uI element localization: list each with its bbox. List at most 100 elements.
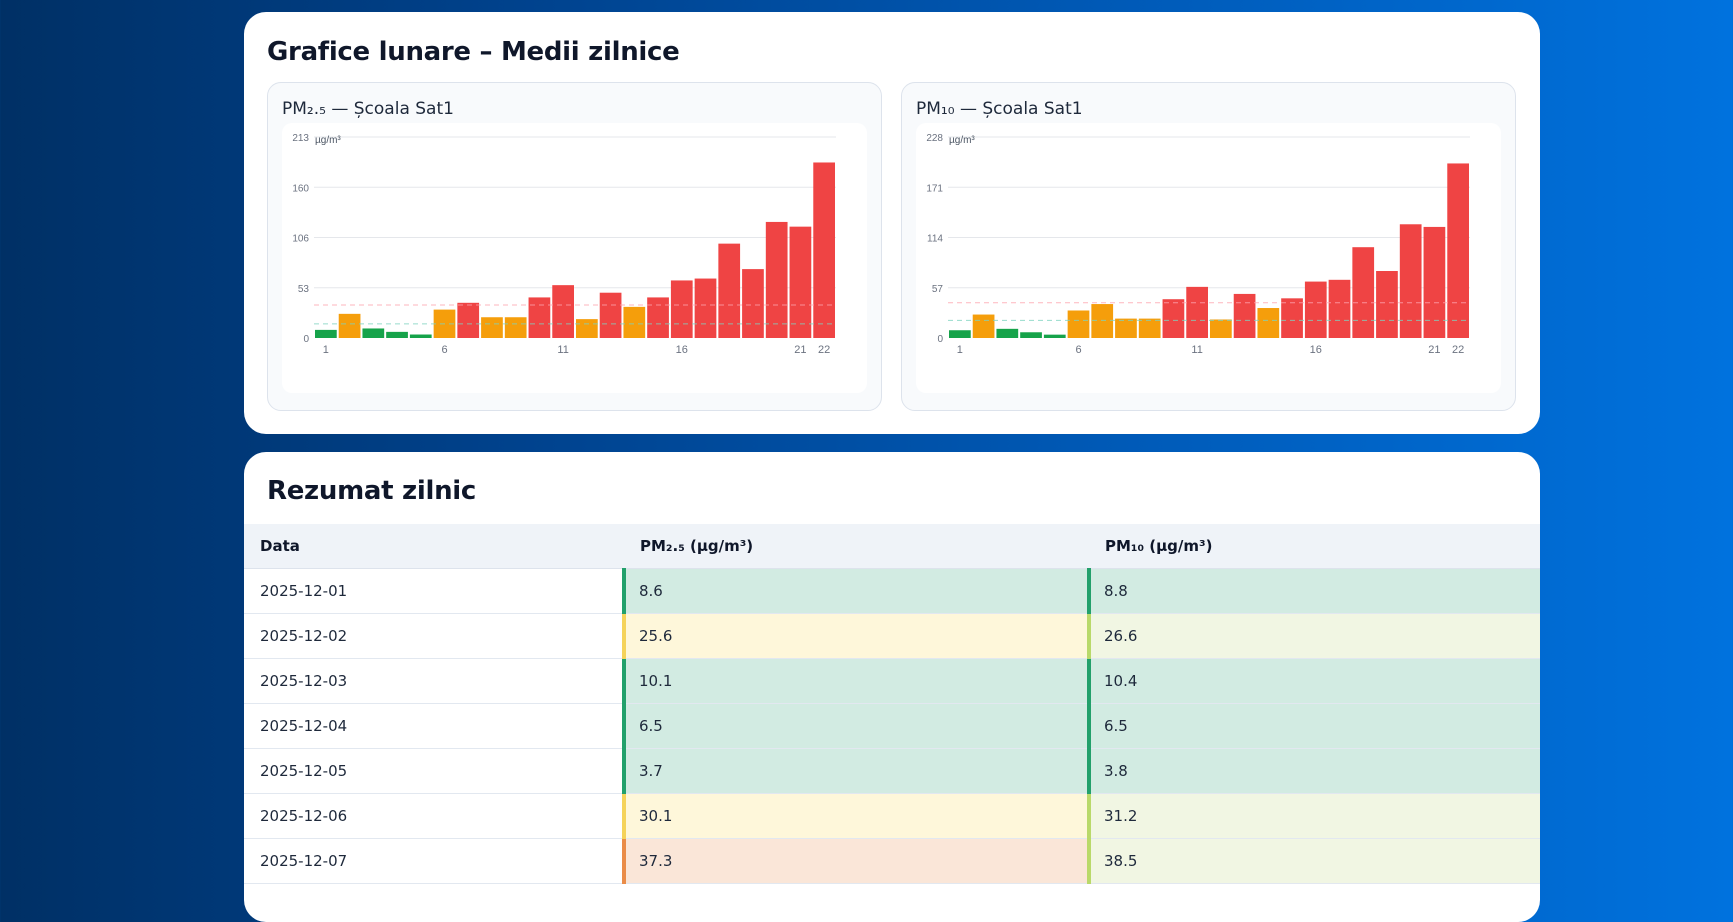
bar-day-13[interactable]: [599, 292, 622, 338]
x-tick-label: 6: [1075, 344, 1081, 356]
bar-day-21[interactable]: [789, 226, 812, 338]
bar-day-15[interactable]: [647, 297, 669, 338]
date-cell: 2025-12-07: [244, 838, 624, 884]
bar-day-5[interactable]: [1043, 334, 1066, 338]
y-tick-label: 213: [292, 133, 309, 144]
bar-day-16[interactable]: [1304, 281, 1327, 338]
bar-day-22[interactable]: [1447, 163, 1469, 338]
x-tick-label: 1: [957, 344, 963, 356]
bar-day-19[interactable]: [1376, 271, 1398, 338]
bar-day-13[interactable]: [1233, 293, 1256, 338]
table-row: 2025-12-02 25.6 26.6: [244, 613, 1540, 659]
bar-day-7[interactable]: [457, 302, 480, 338]
y-tick-label: 171: [926, 183, 943, 194]
bar-day-9[interactable]: [504, 317, 527, 338]
bar-day-12[interactable]: [1210, 319, 1232, 338]
bar-day-18[interactable]: [718, 243, 741, 338]
pm10-value-cell: 26.6: [1087, 613, 1540, 659]
y-tick-label: 160: [292, 183, 309, 194]
bar-day-4[interactable]: [1020, 332, 1042, 338]
bar-day-4[interactable]: [386, 331, 408, 338]
unit-label: µg/m³: [315, 135, 341, 146]
x-tick-label: 21: [794, 344, 806, 356]
bar-day-2[interactable]: [972, 314, 995, 338]
y-tick-label: 0: [937, 334, 943, 345]
column-header-pm25[interactable]: PM₂.₅ (µg/m³): [624, 524, 1089, 569]
bar-day-19[interactable]: [742, 269, 764, 338]
bar-day-22[interactable]: [813, 162, 835, 338]
bar-day-20[interactable]: [1399, 224, 1422, 338]
date-cell: 2025-12-03: [244, 658, 624, 704]
table-header-row: Data PM₂.₅ (µg/m³) PM₁₀ (µg/m³): [244, 524, 1540, 569]
bar-day-17[interactable]: [694, 278, 717, 338]
bar-day-11[interactable]: [1186, 286, 1208, 338]
table-row: 2025-12-05 3.7 3.8: [244, 748, 1540, 794]
pm25-value-cell: 30.1: [622, 793, 1089, 839]
column-header-pm10[interactable]: PM₁₀ (µg/m³): [1089, 524, 1540, 569]
date-cell: 2025-12-02: [244, 613, 624, 659]
bar-day-15[interactable]: [1281, 298, 1303, 338]
y-tick-label: 0: [303, 334, 309, 345]
pm10-value-cell: 10.4: [1087, 658, 1540, 704]
x-tick-label: 16: [1310, 344, 1322, 356]
bar-day-16[interactable]: [670, 280, 693, 338]
charts-section-title: Grafice lunare – Medii zilnice: [267, 37, 680, 67]
y-tick-label: 53: [298, 284, 310, 295]
table-row: 2025-12-01 8.6 8.8: [244, 568, 1540, 614]
pm25-value-cell: 8.6: [622, 568, 1089, 614]
pm10-chart-title: PM₁₀ — Școala Sat1: [916, 99, 1083, 119]
bar-day-20[interactable]: [765, 221, 788, 338]
bar-day-6[interactable]: [1067, 310, 1090, 338]
x-tick-label: 22: [1452, 344, 1464, 356]
unit-label: µg/m³: [949, 135, 975, 146]
table-row: 2025-12-07 37.3 38.5: [244, 838, 1540, 884]
bar-day-17[interactable]: [1328, 279, 1351, 338]
pm25-value-cell: 25.6: [622, 613, 1089, 659]
date-cell: 2025-12-04: [244, 703, 624, 749]
bar-day-14[interactable]: [1257, 308, 1280, 338]
bar-day-14[interactable]: [623, 306, 646, 338]
table-row: 2025-12-06 30.1 31.2: [244, 793, 1540, 839]
pm10-value-cell: 6.5: [1087, 703, 1540, 749]
bar-day-1[interactable]: [315, 329, 337, 338]
bar-day-3[interactable]: [362, 328, 385, 338]
pm25-value-cell: 10.1: [622, 658, 1089, 704]
bar-day-11[interactable]: [552, 285, 574, 338]
bar-day-10[interactable]: [1162, 299, 1185, 338]
pm25-value-cell: 3.7: [622, 748, 1089, 794]
pm25-value-cell: 37.3: [622, 838, 1089, 884]
bar-day-18[interactable]: [1352, 247, 1375, 338]
bar-day-1[interactable]: [949, 330, 971, 338]
bar-day-21[interactable]: [1423, 226, 1446, 338]
monthly-charts-card: Grafice lunare – Medii zilnice PM₂.₅ — Ș…: [244, 12, 1540, 434]
bar-day-8[interactable]: [1115, 318, 1137, 338]
bar-day-5[interactable]: [409, 334, 432, 338]
column-header-date[interactable]: Data: [244, 524, 624, 569]
pm25-value-cell: 6.5: [622, 703, 1089, 749]
date-cell: 2025-12-06: [244, 793, 624, 839]
bar-day-12[interactable]: [576, 319, 598, 338]
x-tick-label: 16: [676, 344, 688, 356]
table-row: 2025-12-03 10.1 10.4: [244, 658, 1540, 704]
pm10-chart-panel: PM₁₀ — Școala Sat1 0 57 114 171 228 µg/m³ 1 6 11…: [901, 82, 1516, 411]
bar-day-10[interactable]: [528, 297, 551, 338]
bar-day-2[interactable]: [338, 313, 361, 338]
pm10-value-cell: 8.8: [1087, 568, 1540, 614]
x-tick-label: 11: [557, 344, 568, 356]
x-tick-label: 6: [441, 344, 447, 356]
y-tick-label: 57: [932, 284, 944, 295]
date-cell: 2025-12-05: [244, 748, 624, 794]
bar-day-8[interactable]: [481, 317, 503, 338]
y-tick-label: 106: [292, 234, 309, 245]
bar-day-3[interactable]: [996, 328, 1019, 338]
y-tick-label: 114: [927, 234, 943, 245]
bar-day-9[interactable]: [1138, 318, 1161, 338]
summary-section-title: Rezumat zilnic: [267, 476, 477, 506]
bar-day-7[interactable]: [1091, 304, 1114, 338]
pm10-value-cell: 3.8: [1087, 748, 1540, 794]
x-tick-label: 22: [818, 344, 830, 356]
pm25-chart-panel: PM₂.₅ — Școala Sat1 0 53 106 160 213 µg/m³ 1 6 1…: [267, 82, 882, 411]
pm25-chart-title: PM₂.₅ — Școala Sat1: [282, 99, 454, 119]
